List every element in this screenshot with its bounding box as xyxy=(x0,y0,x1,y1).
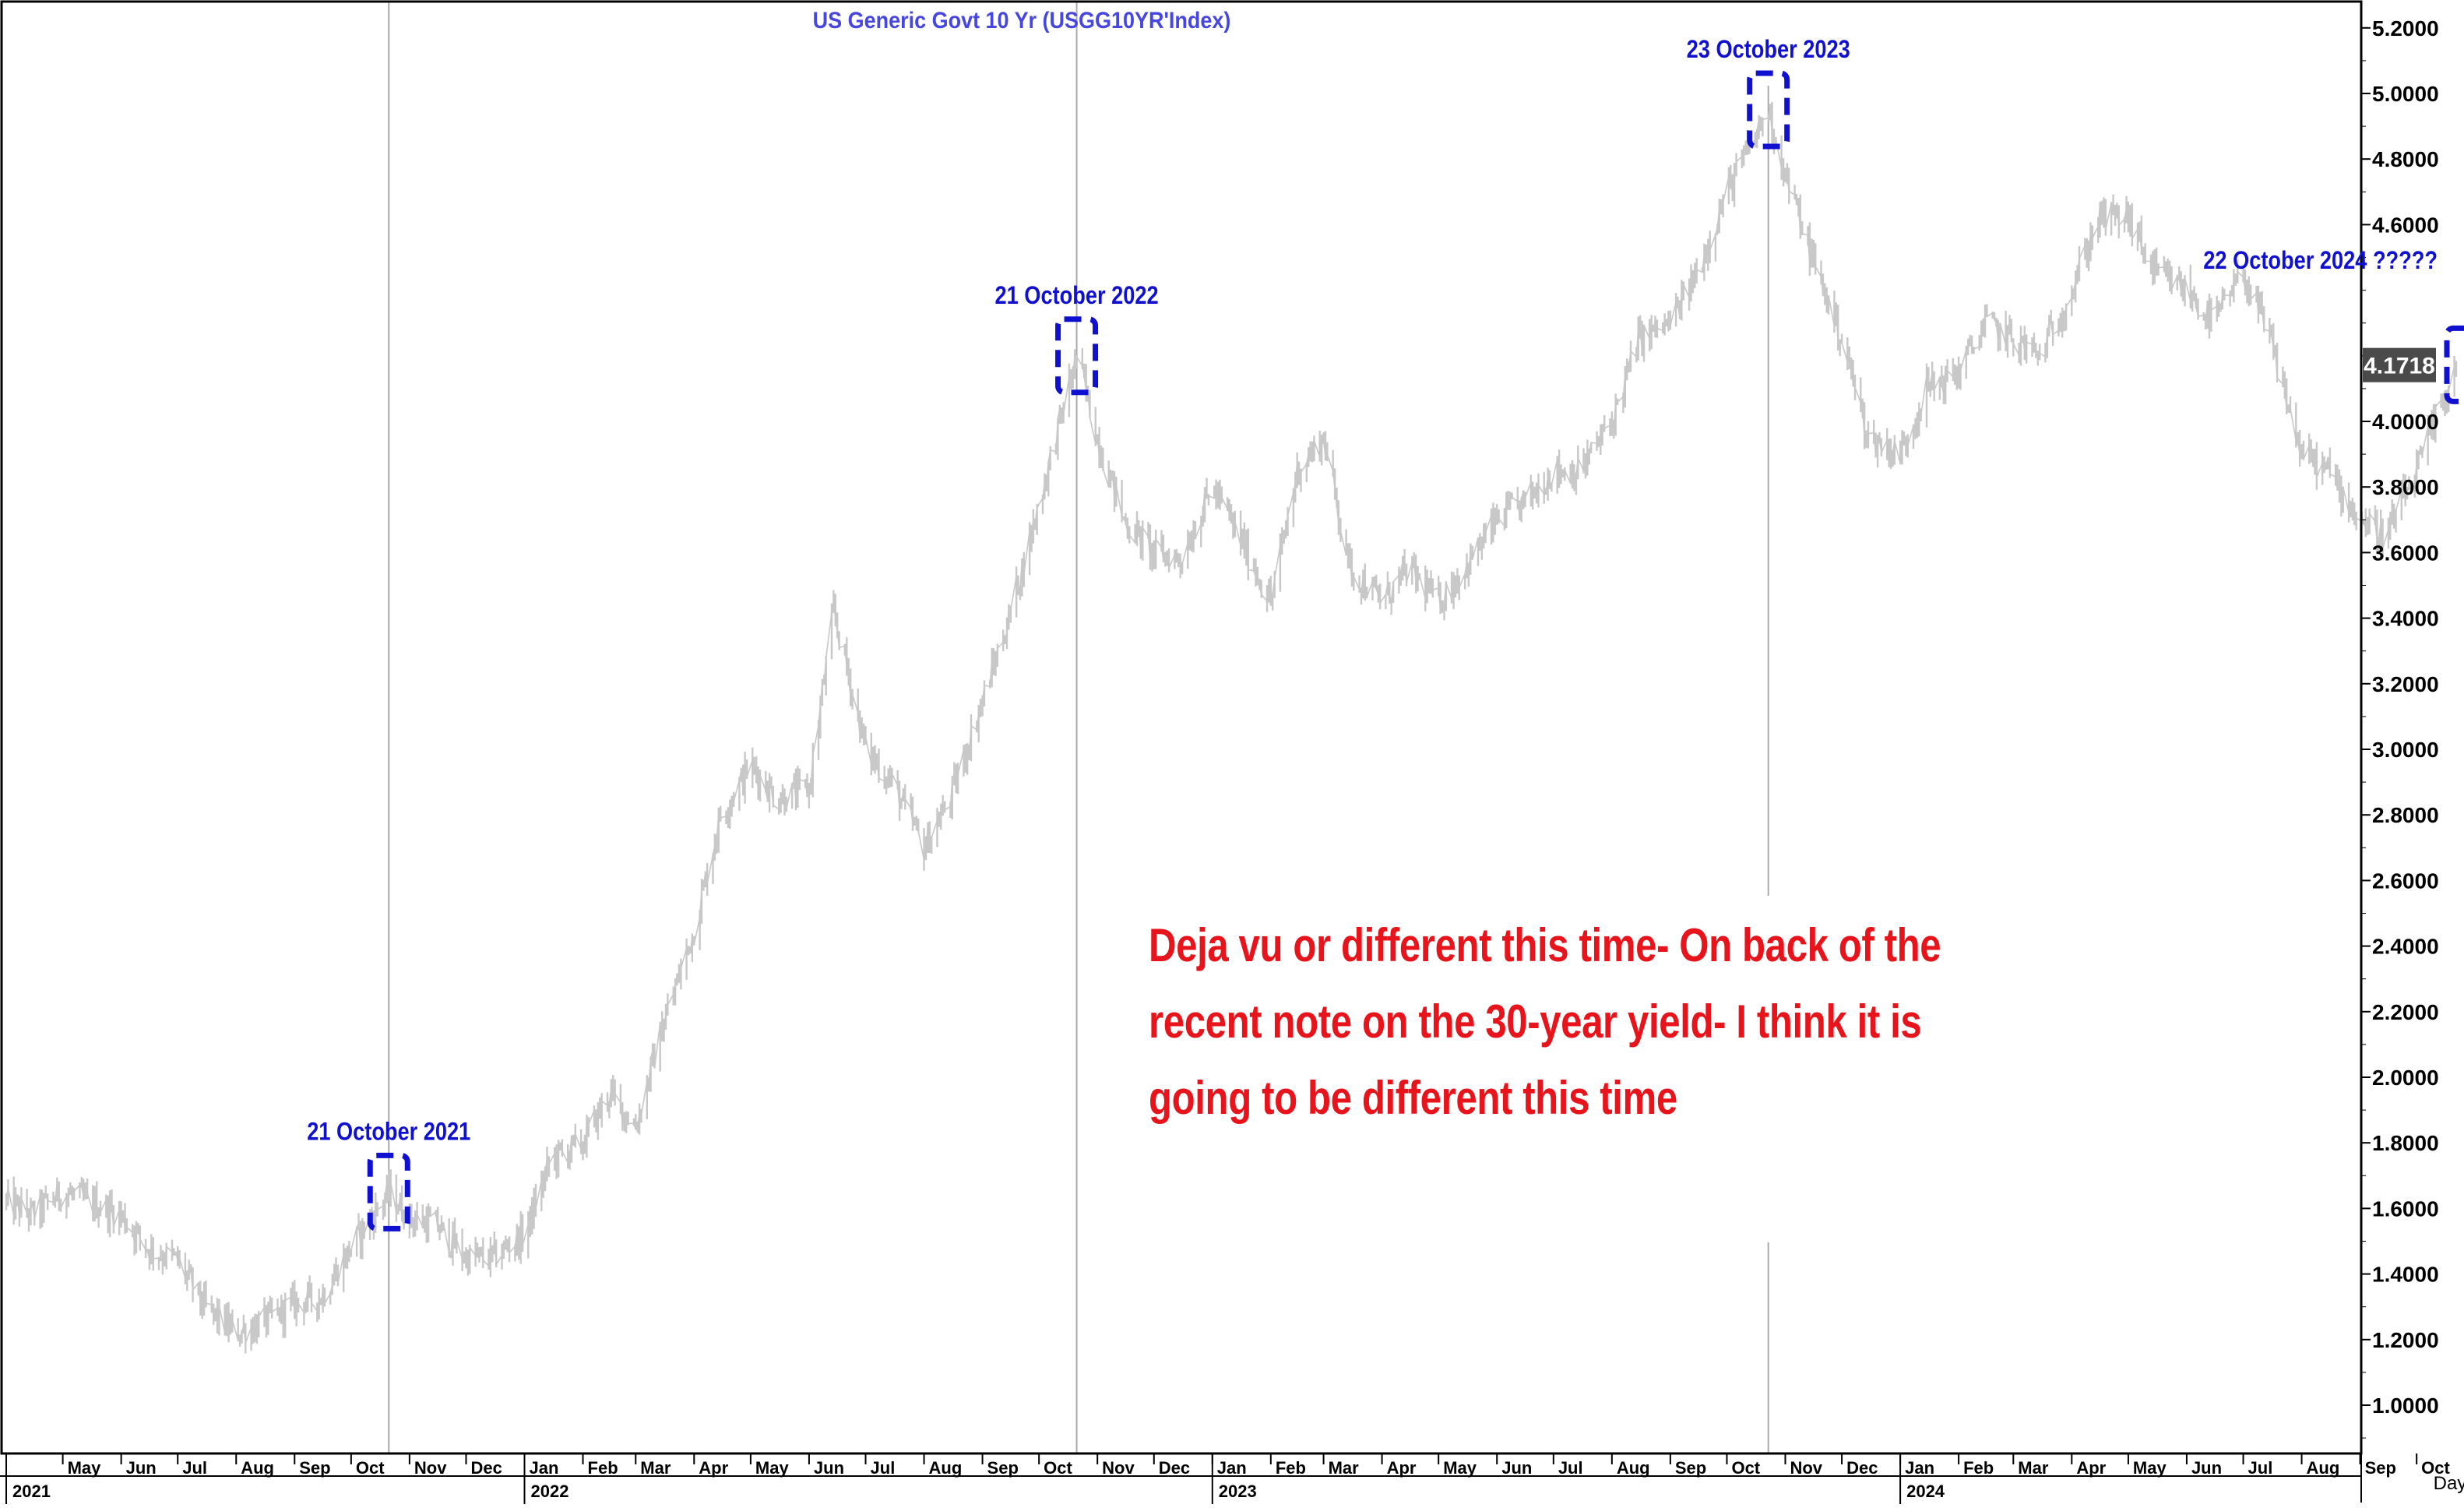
x-tick-label: Apr xyxy=(1387,1458,1417,1478)
y-tick-label: 2.2000 xyxy=(2372,1000,2439,1024)
y-tick-label: 1.6000 xyxy=(2372,1196,2439,1221)
y-tick-label: 3.2000 xyxy=(2372,672,2439,696)
vertical-marker-group xyxy=(388,2,1769,1453)
y-tick-label: 3.4000 xyxy=(2372,607,2439,631)
x-tick-group: May Jun Jul Aug Sep Oct Nov Dec Jan Feb Mar Apr May J… xyxy=(5,1453,2451,1504)
x-tick-label: Apr xyxy=(699,1458,728,1478)
x-tick-label: Aug xyxy=(2307,1458,2340,1478)
x-tick-label: Apr xyxy=(2076,1458,2106,1478)
y-tick-label: 4.8000 xyxy=(2372,147,2439,171)
year-tick-label: 2022 xyxy=(531,1482,569,1501)
x-tick-label: Dec xyxy=(470,1458,502,1478)
y-tick-label: 1.2000 xyxy=(2372,1328,2439,1352)
annotation-box-4 xyxy=(2444,325,2464,404)
x-tick-label: Oct xyxy=(1731,1458,1760,1478)
year-tick-label: 2023 xyxy=(1219,1482,1257,1501)
y-tick-label: 2.6000 xyxy=(2372,869,2439,893)
x-tick-label: Aug xyxy=(929,1458,963,1478)
x-tick-label: Jul xyxy=(2248,1458,2273,1478)
x-tick-label: Jul xyxy=(871,1458,896,1478)
plot-frame xyxy=(0,0,2363,1455)
x-tick-label: Nov xyxy=(414,1458,447,1478)
x-tick-label: Dec xyxy=(1159,1458,1190,1478)
y-tick-label: 3.6000 xyxy=(2372,541,2439,565)
x-tick-label: Sep xyxy=(299,1458,330,1478)
annotation-box-2 xyxy=(1055,316,1099,396)
y-tick-label: 5.2000 xyxy=(2372,16,2439,41)
x-tick-label: Nov xyxy=(1102,1458,1135,1478)
last-value-label: 4.1718 xyxy=(2364,354,2435,379)
y-tick-label: 2.8000 xyxy=(2372,803,2439,827)
x-tick-label: Oct xyxy=(1044,1458,1072,1478)
series-1-line xyxy=(5,105,2457,1344)
annotation-label-3: 23 October 2023 xyxy=(1687,36,1850,64)
year-tick-label: 2024 xyxy=(1906,1482,1945,1501)
commentary-line-2: recent note on the 30-year yield- I thin… xyxy=(1149,995,1922,1048)
y-tick-label: 4.6000 xyxy=(2372,213,2439,237)
x-tick-label: Dec xyxy=(1846,1458,1878,1478)
annotation-label-2: 21 October 2022 xyxy=(995,282,1159,310)
x-tick-label: Feb xyxy=(1276,1458,1306,1478)
x-tick-label: Jan xyxy=(1217,1458,1247,1478)
x-tick-label: Mar xyxy=(2018,1458,2049,1478)
x-tick-label: Sep xyxy=(987,1458,1019,1478)
commentary-line-3: going to be different this time xyxy=(1149,1072,1677,1124)
commentary-line-1: Deja vu or different this time- On back … xyxy=(1149,919,1941,971)
x-tick-label: Oct xyxy=(356,1458,385,1478)
y-tick-label: 1.0000 xyxy=(2372,1393,2439,1418)
annotation-group: 21 October 2021 21 October 2022 23 October… xyxy=(307,36,2464,1231)
y-tick-label: 4.0000 xyxy=(2372,410,2439,434)
x-tick-label: Nov xyxy=(1790,1458,1822,1478)
x-tick-label: Jun xyxy=(1501,1458,1532,1478)
x-tick-label: Jun xyxy=(126,1458,157,1478)
y-tick-label: 2.0000 xyxy=(2372,1066,2439,1090)
x-tick-label: May xyxy=(755,1458,790,1478)
x-tick-label: May xyxy=(1443,1458,1477,1478)
x-tick-label: Sep xyxy=(2365,1458,2396,1478)
x-tick-label: Feb xyxy=(1963,1458,1994,1478)
x-tick-label: Feb xyxy=(588,1458,618,1478)
y-tick-label: 5.0000 xyxy=(2372,82,2439,106)
chart-title: US Generic Govt 10 Yr (USGG10YR'Index) xyxy=(813,8,1231,34)
frequency-label: Day xyxy=(2434,1473,2464,1494)
x-tick-label: Mar xyxy=(1329,1458,1360,1478)
last-value-box: 4.1718 xyxy=(2363,347,2436,382)
year-tick-label: 2021 xyxy=(12,1482,51,1501)
annotation-box-1 xyxy=(367,1152,410,1231)
y-tick-group: 1.0000 1.2000 1.4000 1.6000 1.8000 2.0000 2.20… xyxy=(2361,16,2439,1439)
x-tick-label: Sep xyxy=(1675,1458,1706,1478)
x-tick-label: Mar xyxy=(640,1458,671,1478)
x-tick-label: Jun xyxy=(2191,1458,2222,1478)
annotation-label-4: 22 October 2024 ????? xyxy=(2203,247,2438,275)
x-tick-label: Jun xyxy=(814,1458,844,1478)
x-tick-label: Jan xyxy=(530,1458,559,1478)
commentary-note: Deja vu or different this time- On back … xyxy=(1149,907,1941,1136)
y-tick-label: 3.0000 xyxy=(2372,738,2439,762)
annotation-label-1: 21 October 2021 xyxy=(307,1118,470,1146)
x-tick-label: Aug xyxy=(1617,1458,1650,1478)
last-value-background xyxy=(2363,347,2436,382)
x-tick-label: Jul xyxy=(1558,1458,1583,1478)
x-tick-label: May xyxy=(2133,1458,2167,1478)
annotation-box-3 xyxy=(1747,70,1790,150)
y-tick-label: 1.8000 xyxy=(2372,1131,2439,1155)
y-tick-label: 1.4000 xyxy=(2372,1263,2439,1287)
axes-group xyxy=(0,0,2363,1503)
y-tick-label: 2.4000 xyxy=(2372,935,2439,959)
y-tick-label: 3.8000 xyxy=(2372,475,2439,499)
x-tick-label: Oct xyxy=(2421,1458,2450,1478)
x-tick-label: Aug xyxy=(241,1458,274,1478)
series-group xyxy=(5,101,2458,1354)
x-tick-label: May xyxy=(68,1458,102,1478)
x-tick-label: Jul xyxy=(182,1458,207,1478)
x-tick-label: Jan xyxy=(1905,1458,1934,1478)
